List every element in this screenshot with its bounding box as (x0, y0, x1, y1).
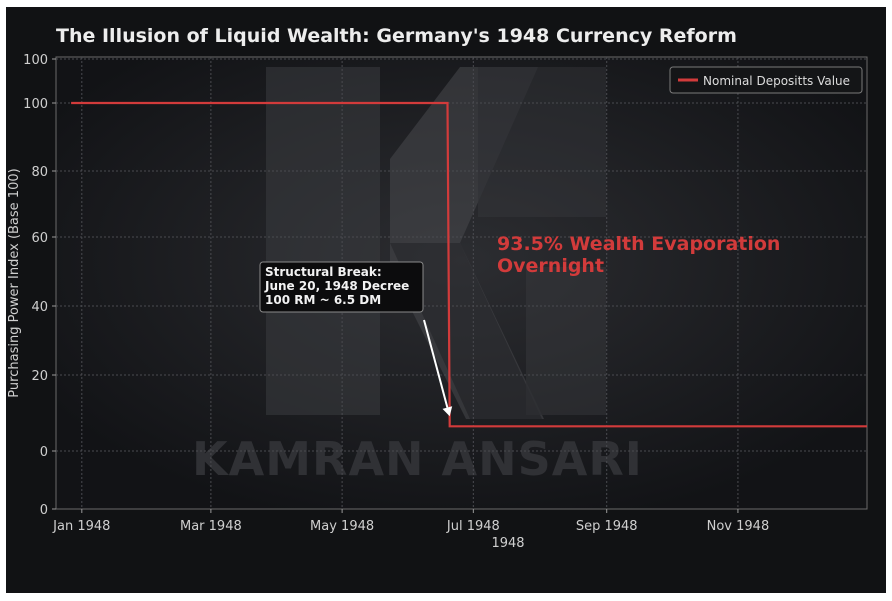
highlight-annotation: 93.5% Wealth Evaporation Overnight (497, 233, 787, 277)
grid-lines (56, 57, 867, 509)
y-tick-label: 60 (31, 231, 48, 246)
x-axis-label: 1948 (491, 536, 524, 551)
x-tick-label: May 1948 (310, 519, 374, 534)
callout-line-1: Structural Break: (265, 265, 382, 279)
highlight-line-1: 93.5% Wealth Evaporation (497, 233, 780, 255)
series-group (71, 101, 867, 428)
watermark-text: KAMRAN ANSARI (192, 432, 643, 486)
chart-frame: The Illusion of Liquid Wealth: Germany's… (6, 7, 886, 593)
x-tick-label: Jan 1948 (52, 519, 110, 534)
y-axis: 0 0 20 40 60 80 100 100 (23, 53, 56, 518)
legend-label: Nominal Depositts Value (703, 74, 850, 88)
y-tick-label: 20 (31, 369, 48, 384)
y-tick-label: 80 (31, 165, 48, 180)
y-tick-label: 0 (40, 445, 48, 460)
line-chart: KAMRAN ANSARI 0 0 20 40 60 80 100 100 Jan 1948 M… (7, 53, 868, 551)
callout-box (259, 261, 424, 313)
highlight-line-2: Overnight (497, 255, 604, 277)
x-axis: Jan 1948 Mar 1948 May 1948 Jul 1948 Sep 1948… (52, 509, 769, 534)
x-tick-label: Nov 1948 (707, 519, 770, 534)
watermark-logo (266, 67, 606, 419)
y-tick-label: 100 (23, 53, 48, 68)
series-line (71, 101, 867, 428)
callout-annotation: Structural Break: June 20, 1948 Decree 1… (259, 261, 453, 417)
y-tick-label: 100 (23, 97, 48, 112)
callout-line-2: June 20, 1948 Decree (264, 279, 409, 293)
legend: Nominal Depositts Value (669, 66, 863, 94)
x-tick-label: Mar 1948 (180, 519, 242, 534)
legend-box (669, 66, 863, 94)
y-tick-label: 0 (40, 503, 48, 518)
chart-title: The Illusion of Liquid Wealth: Germany's… (56, 25, 737, 47)
callout-text: Structural Break: June 20, 1948 Decree 1… (264, 265, 413, 307)
x-tick-label: Jul 1948 (446, 519, 500, 534)
callout-line-3: 100 RM ~ 6.5 DM (265, 293, 381, 307)
callout-arrow (423, 319, 449, 408)
y-tick-label: 40 (31, 300, 48, 315)
x-tick-label: Sep 1948 (576, 519, 638, 534)
y-axis-label: Purchasing Power Index (Base 100) (7, 168, 22, 397)
callout-arrowhead (442, 406, 453, 417)
